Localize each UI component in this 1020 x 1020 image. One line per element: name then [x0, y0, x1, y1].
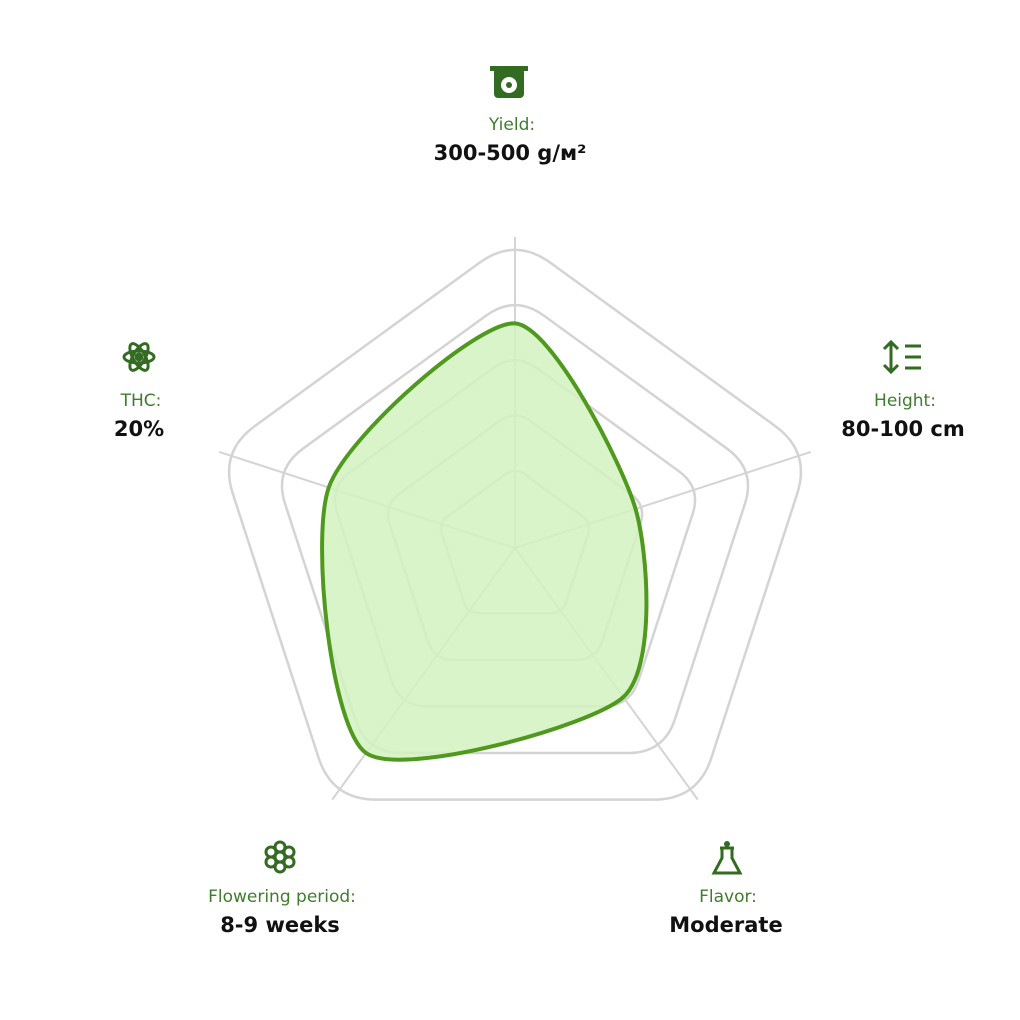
axis-label: THC:: [120, 391, 162, 411]
axis-value: Moderate: [669, 913, 782, 937]
icon-flavor: [711, 841, 743, 875]
axis-value: 8-9 weeks: [220, 913, 340, 937]
axis-value: 300-500 g/м²: [434, 141, 587, 165]
radar-area: [320, 321, 649, 762]
axis-label: Yield:: [488, 115, 535, 135]
grid-ring: [280, 303, 750, 755]
icon-flowering: [264, 840, 296, 874]
axis-value: 20%: [114, 417, 164, 441]
grid-ring: [227, 248, 803, 801]
axis-label: Flowering period:: [208, 887, 356, 907]
icon-thc: [122, 342, 156, 372]
axis-label: Height:: [874, 391, 936, 411]
axis-label: Flavor:: [699, 887, 757, 907]
icon-yield: [490, 66, 528, 98]
icon-height: [882, 339, 921, 375]
axis-value: 80-100 cm: [841, 417, 964, 441]
